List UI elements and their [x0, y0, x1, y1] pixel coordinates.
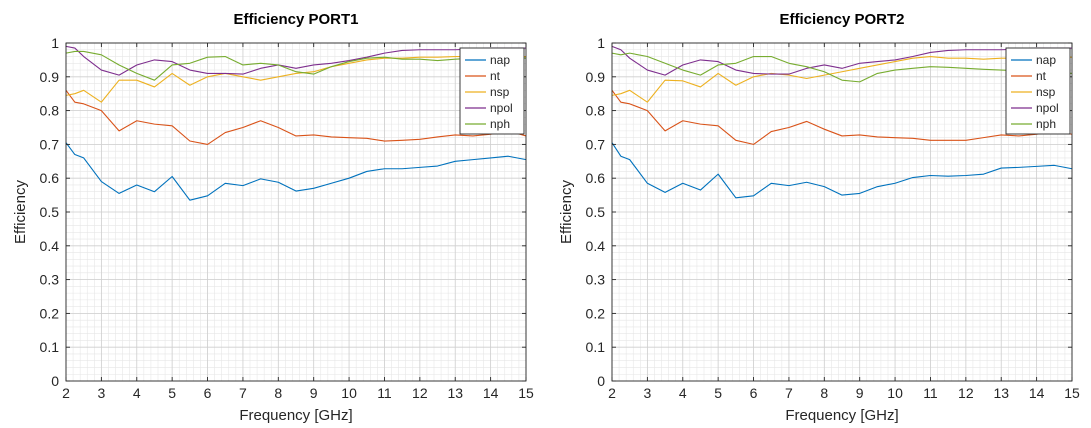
efficiency-port1-chart: 2 3 4 5 6 7 8 9 10 11 12 13 14 15 0 0.1 0.2 0.3 0.4 0.5 0.6 0… [0, 0, 545, 428]
y-tick-label: 0.7 [40, 136, 60, 152]
ticks: 2 3 4 5 6 7 8 9 10 11 12 13 14 15 0 0.1 0.2 0.3 0.4 0.5 0.6 0… [40, 35, 534, 401]
series-line-nap [611, 142, 1073, 199]
series-group [611, 45, 1073, 199]
y-tick-label: 0.8 [586, 103, 606, 119]
x-axis-label: Frequency [GHz] [239, 407, 352, 424]
x-tick-label: 4 [679, 385, 687, 401]
x-tick-label: 7 [239, 385, 247, 401]
y-tick-label: 0 [51, 373, 59, 389]
y-tick-label: 1 [51, 35, 59, 51]
efficiency-port2-plot: 2 3 4 5 6 7 8 9 10 11 12 13 14 15 0 0.1 0.2 0.3 0.4 0.5 0.6 0… [558, 11, 1080, 424]
y-tick-label: 0.1 [40, 339, 60, 355]
x-tick-label: 3 [643, 385, 651, 401]
series-line-nph [65, 50, 527, 81]
legend-box [1005, 47, 1071, 135]
y-axis-label: Efficiency [558, 180, 575, 244]
series-line-nt [65, 89, 527, 145]
y-tick-label: 0.8 [40, 103, 60, 119]
x-tick-label: 2 [608, 385, 616, 401]
x-tick-label: 15 [518, 385, 534, 401]
y-tick-label: 0.4 [40, 238, 60, 254]
y-tick-label: 0.6 [40, 170, 60, 186]
legend-label-nsp: nsp [1036, 85, 1056, 99]
efficiency-port1-plot: 2 3 4 5 6 7 8 9 10 11 12 13 14 15 0 0.1 0.2 0.3 0.4 0.5 0.6 0… [12, 11, 534, 424]
legend-box [459, 47, 525, 135]
x-tick-label: 2 [62, 385, 70, 401]
y-tick-label: 1 [597, 35, 605, 51]
x-tick-label: 5 [714, 385, 722, 401]
y-tick-label: 0.1 [586, 339, 606, 355]
legend-label-npol: npol [1036, 101, 1059, 115]
x-tick-label: 15 [1064, 385, 1080, 401]
legend-label-nt: nt [1036, 69, 1047, 83]
x-tick-label: 13 [993, 385, 1009, 401]
series-line-nph [611, 52, 1073, 83]
legend-label-nt: nt [490, 69, 501, 83]
efficiency-port2-chart: 2 3 4 5 6 7 8 9 10 11 12 13 14 15 0 0.1 0.2 0.3 0.4 0.5 0.6 0… [546, 0, 1091, 428]
y-tick-label: 0.3 [586, 272, 606, 288]
x-tick-label: 10 [341, 385, 357, 401]
chart-title: Efficiency PORT2 [779, 11, 904, 28]
x-tick-label: 11 [923, 385, 938, 401]
y-tick-label: 0.2 [586, 305, 606, 321]
legend-label-nph: nph [490, 117, 510, 131]
x-tick-label: 9 [856, 385, 864, 401]
y-tick-label: 0.3 [40, 272, 60, 288]
legend: nap nt nsp npol nph [459, 47, 525, 135]
x-tick-label: 5 [168, 385, 176, 401]
x-tick-label: 14 [1029, 385, 1045, 401]
x-tick-label: 12 [958, 385, 974, 401]
series-line-npol [611, 45, 1072, 76]
x-tick-label: 3 [97, 385, 105, 401]
series-group [65, 45, 527, 201]
x-tick-label: 14 [483, 385, 499, 401]
y-tick-label: 0.9 [586, 69, 606, 85]
y-tick-label: 0.5 [586, 204, 606, 220]
x-tick-label: 4 [133, 385, 141, 401]
series-line-nt [611, 89, 1073, 145]
ticks: 2 3 4 5 6 7 8 9 10 11 12 13 14 15 0 0.1 0.2 0.3 0.4 0.5 0.6 0… [586, 35, 1080, 401]
y-tick-label: 0.7 [586, 136, 606, 152]
x-tick-label: 10 [887, 385, 903, 401]
legend: nap nt nsp npol nph [1005, 47, 1071, 135]
legend-label-nph: nph [1036, 117, 1056, 131]
x-tick-label: 6 [750, 385, 758, 401]
y-tick-label: 0.9 [40, 69, 60, 85]
y-axis-label: Efficiency [12, 180, 29, 244]
legend-label-npol: npol [490, 101, 513, 115]
x-tick-label: 11 [377, 385, 392, 401]
y-tick-label: 0.2 [40, 305, 60, 321]
chart-title: Efficiency PORT1 [233, 11, 358, 28]
series-line-npol [65, 45, 526, 76]
x-tick-label: 8 [274, 385, 282, 401]
y-tick-label: 0 [597, 373, 605, 389]
major-grid [65, 42, 527, 382]
x-tick-label: 8 [820, 385, 828, 401]
x-axis-label: Frequency [GHz] [785, 407, 898, 424]
series-line-nsp [611, 55, 1072, 103]
series-line-nsp [65, 55, 526, 103]
x-tick-label: 7 [785, 385, 793, 401]
y-tick-label: 0.5 [40, 204, 60, 220]
y-tick-label: 0.4 [586, 238, 606, 254]
x-tick-label: 9 [310, 385, 318, 401]
series-line-nap [65, 142, 527, 201]
x-tick-label: 6 [204, 385, 212, 401]
x-tick-label: 12 [412, 385, 428, 401]
x-tick-label: 13 [447, 385, 463, 401]
legend-label-nap: nap [1036, 53, 1056, 67]
legend-label-nsp: nsp [490, 85, 510, 99]
y-tick-label: 0.6 [586, 170, 606, 186]
legend-label-nap: nap [490, 53, 510, 67]
